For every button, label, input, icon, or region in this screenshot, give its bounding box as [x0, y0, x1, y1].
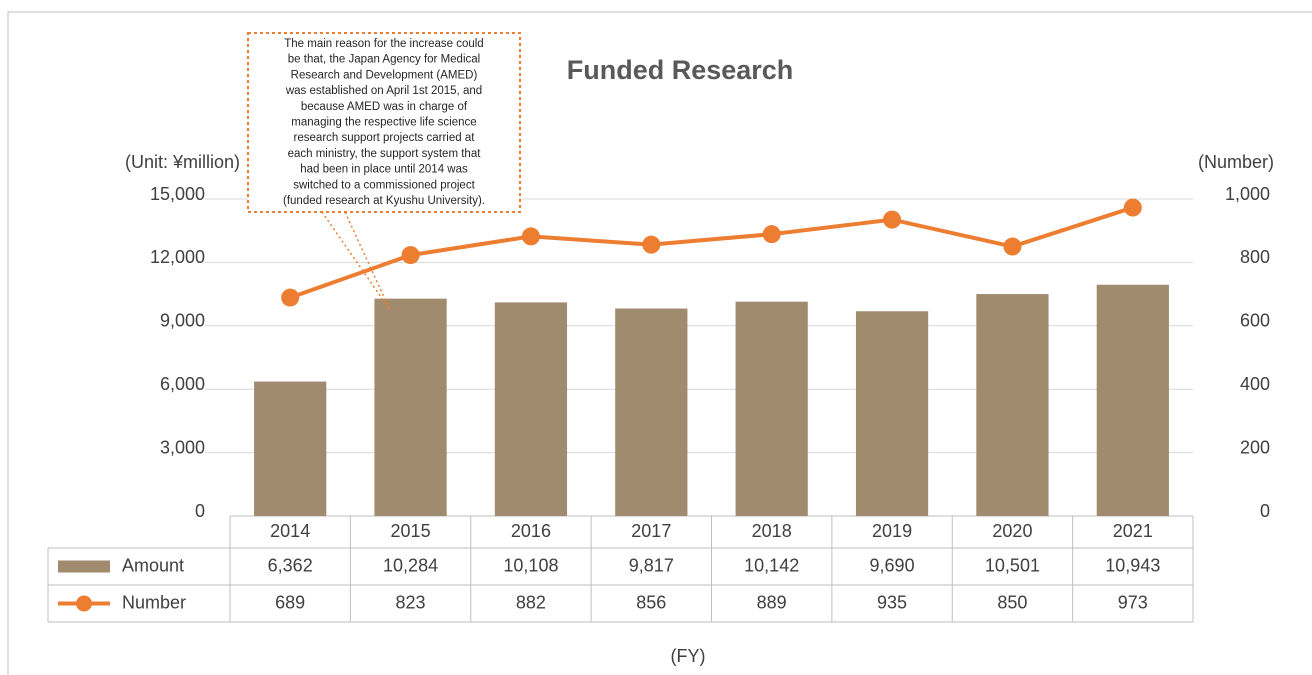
table-cell: 9,690: [870, 555, 915, 575]
x-tick-label: 2014: [270, 521, 310, 541]
table-cell: 889: [757, 592, 787, 612]
y2-tick-label: 800: [1240, 247, 1270, 267]
y-tick-label: 0: [195, 501, 205, 521]
bar: [254, 381, 327, 516]
y2-tick-label: 400: [1240, 374, 1270, 394]
legend-label: Number: [122, 592, 186, 612]
x-axis-label: (FY): [671, 646, 706, 666]
table-cell: 10,284: [383, 555, 438, 575]
annotation-line: because AMED was in charge of: [301, 101, 468, 113]
point: [762, 225, 781, 244]
annotation-line: was established on April 1st 2015, and: [285, 85, 482, 97]
table-cell: 823: [396, 592, 426, 612]
x-tick-label: 2016: [511, 521, 551, 541]
callout-leader: [321, 211, 391, 311]
table-cell: 10,142: [744, 555, 799, 575]
annotation-line: be that, the Japan Agency for Medical: [288, 54, 480, 66]
annotation-line: research support projects carried at: [294, 132, 476, 144]
point: [642, 235, 661, 254]
annotation-line: managing the respective life science: [291, 117, 476, 129]
bar: [615, 308, 688, 516]
x-tick-label: 2019: [872, 521, 912, 541]
y2-tick-label: 1,000: [1225, 184, 1270, 204]
y2-axis-label: (Number): [1198, 152, 1274, 172]
y-tick-label: 12,000: [150, 247, 205, 267]
annotation-line: had been in place until 2014 was: [300, 164, 468, 176]
bar: [374, 298, 447, 516]
y2-tick-label: 600: [1240, 311, 1270, 331]
legend-label: Amount: [122, 555, 184, 575]
bar: [976, 294, 1049, 516]
x-tick-label: 2020: [992, 521, 1032, 541]
point: [281, 288, 300, 307]
callout-box: [247, 32, 521, 213]
annotation-line: (funded research at Kyushu University).: [283, 195, 485, 207]
point: [521, 227, 540, 246]
annotation-line: each ministry, the support system that: [288, 148, 482, 160]
annotation-line: Research and Development (AMED): [291, 69, 478, 81]
frame: [7, 11, 1312, 675]
bar: [855, 311, 929, 516]
legend-swatch: [58, 560, 110, 573]
table-cell: 856: [636, 592, 666, 612]
x-tick-label: 2021: [1113, 521, 1153, 541]
table-cell: 10,943: [1105, 555, 1160, 575]
x-tick-label: 2015: [391, 521, 431, 541]
annotation-line: The main reason for the increase could: [284, 38, 483, 50]
x-tick-label: 2017: [631, 521, 671, 541]
point: [1123, 198, 1142, 217]
y-tick-label: 9,000: [160, 311, 205, 331]
y-tick-label: 3,000: [160, 437, 205, 457]
bar: [494, 302, 568, 516]
line: [289, 205, 1134, 300]
table-cell: 882: [516, 592, 546, 612]
y-tick-label: 15,000: [150, 184, 205, 204]
table-cell: 973: [1118, 592, 1148, 612]
bar: [1096, 284, 1169, 516]
table-cell: 6,362: [268, 555, 313, 575]
annotation-line: switched to a commissioned project: [293, 179, 475, 191]
chart-title: Funded Research: [567, 55, 794, 85]
bar: [735, 301, 808, 516]
y-tick-label: 6,000: [160, 374, 205, 394]
table-cell: 9,817: [629, 555, 674, 575]
x-tick-label: 2018: [752, 521, 792, 541]
table-cell: 10,108: [503, 555, 558, 575]
y2-tick-label: 0: [1260, 501, 1270, 521]
table-cell: 10,501: [985, 555, 1040, 575]
table-cell: 935: [877, 592, 907, 612]
table-cell: 850: [997, 592, 1027, 612]
legend-swatch: [76, 595, 92, 612]
point: [401, 246, 420, 265]
point: [1003, 237, 1022, 256]
point: [883, 210, 902, 229]
y2-tick-label: 200: [1240, 437, 1270, 457]
table-cell: 689: [275, 592, 305, 612]
y-axis-label: (Unit: ¥million): [125, 152, 240, 172]
